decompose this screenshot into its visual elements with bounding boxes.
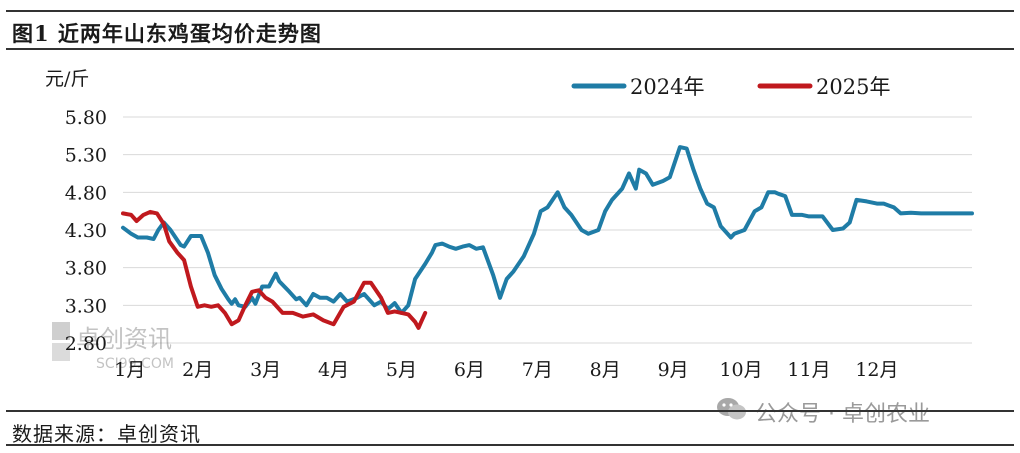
x-tick-label: 4月 (318, 359, 349, 381)
y-tick-label: 5.80 (65, 107, 107, 129)
watermark-logo-text: 卓创资讯 (76, 325, 172, 353)
figure-title: 图1 近两年山东鸡蛋均价走势图 (12, 21, 322, 46)
y-axis-ticks: 5.80 5.30 4.80 4.30 3.80 3.30 2.80 (65, 107, 107, 355)
watermark-logo: 卓创资讯 SCI99.COM (52, 322, 174, 372)
y-tick-label: 3.30 (65, 295, 107, 317)
x-tick-label: 5月 (386, 359, 417, 381)
legend-label-2: 2025年 (816, 75, 890, 99)
series-line-2 (121, 209, 428, 330)
legend-label-1: 2024年 (630, 75, 704, 99)
y-tick-label: 4.30 (65, 220, 107, 242)
x-tick-label: 8月 (590, 359, 621, 381)
y-tick-label: 4.80 (65, 182, 107, 204)
watermark-logo-mark (52, 322, 70, 340)
x-tick-label: 12月 (855, 359, 898, 381)
x-tick-label: 3月 (250, 359, 281, 381)
watermark-wechat-text: 公众号 · 卓创农业 (755, 402, 930, 427)
x-tick-label: 10月 (719, 359, 762, 381)
x-tick-label: 6月 (454, 359, 485, 381)
series-lines (121, 145, 974, 330)
top-rule (6, 10, 1014, 12)
x-tick-label: 7月 (522, 359, 553, 381)
y-tick-label: 5.30 (65, 145, 107, 167)
watermark-logo-mark (52, 343, 70, 361)
x-axis-ticks: 1月 2月 3月 4月 5月 6月 7月 8月 9月 10月 11月 12月 (114, 359, 898, 381)
y-tick-label: 2.80 (65, 333, 107, 355)
x-tick-label: 1月 (114, 359, 145, 381)
x-tick-label: 2月 (182, 359, 213, 381)
y-tick-label: 3.80 (65, 258, 107, 280)
x-tick-label: 11月 (787, 359, 830, 381)
legend: 2024年 2025年 (571, 75, 890, 99)
x-tick-label: 9月 (658, 359, 689, 381)
bottom-rule-lower (6, 444, 1014, 446)
data-source: 数据来源：卓创资讯 (12, 422, 201, 446)
title-rule (6, 48, 1014, 50)
y-axis-label: 元/斤 (45, 68, 89, 90)
grid-lines (123, 116, 972, 344)
bottom-rule-upper (6, 410, 1014, 412)
wechat-icon (717, 398, 746, 420)
watermark-logo-sub: SCI99.COM (96, 356, 174, 372)
